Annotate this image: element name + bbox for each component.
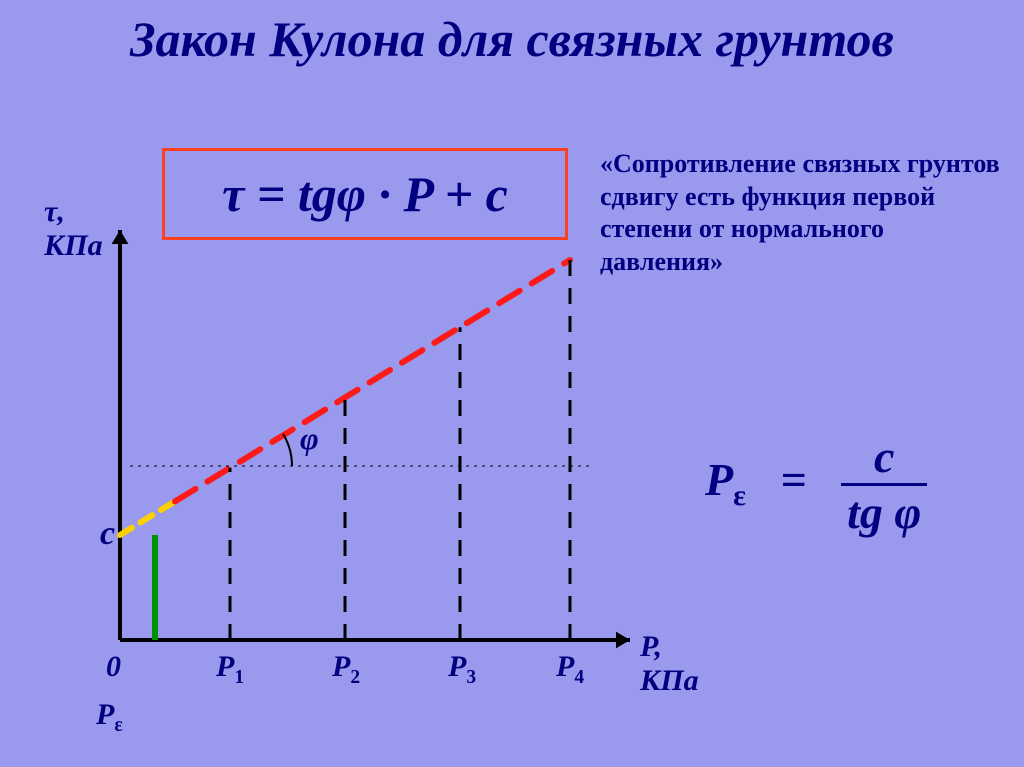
pe-sub: ε: [114, 715, 122, 736]
x-axis-line2: КПа: [640, 664, 699, 697]
tick-label-1: P2: [332, 650, 360, 689]
y-axis-line1: τ,: [44, 195, 65, 228]
pe-P: P: [96, 698, 114, 731]
pe-label: Pε: [96, 698, 123, 737]
tick-label-2: P3: [448, 650, 476, 689]
y-axis-label: τ, КПа: [44, 195, 103, 263]
phi-label: φ: [300, 420, 319, 457]
tick-label-3: P4: [556, 650, 584, 689]
y-axis-line2: КПа: [44, 229, 103, 262]
x-axis-line1: P,: [640, 630, 662, 663]
x-axis-label: P, КПа: [640, 630, 699, 698]
c-label: c: [100, 515, 115, 553]
coulomb-graph: [0, 0, 1024, 767]
origin-label: 0: [106, 650, 121, 684]
slide-canvas: Закон Кулона для связных грунтов τ = tgφ…: [0, 0, 1024, 767]
tick-label-0: P1: [216, 650, 244, 689]
